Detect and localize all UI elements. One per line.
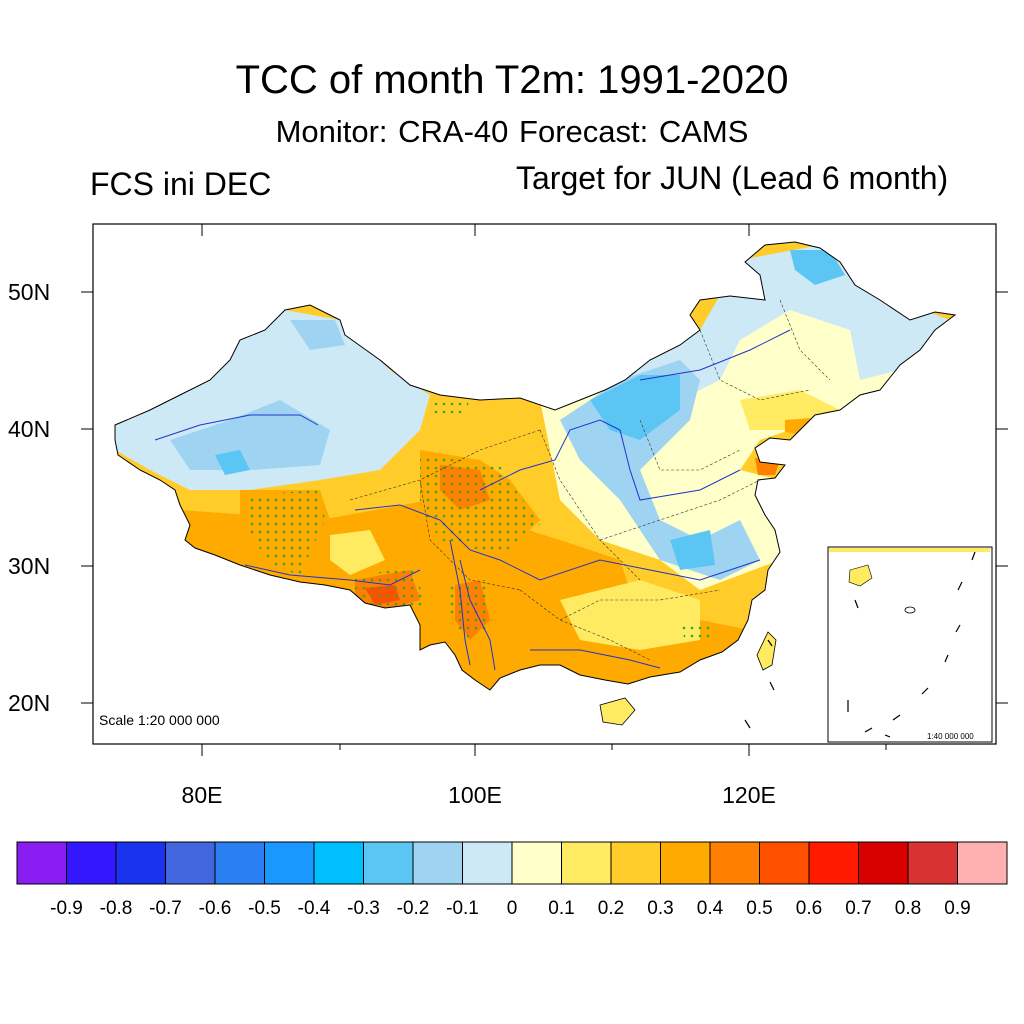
colorbar-swatch xyxy=(511,841,562,885)
lon-label-100e: 100E xyxy=(448,782,502,808)
init-label: FCS ini DEC xyxy=(90,166,272,202)
main-map-dash-marks xyxy=(744,639,775,729)
colorbar-label: -0.5 xyxy=(248,898,281,919)
target-label: Target for JUN (Lead 6 month) xyxy=(516,160,949,196)
rivers xyxy=(154,329,791,671)
map-ticks xyxy=(81,224,1008,756)
lat-label-50n: 50N xyxy=(8,279,50,305)
colorbar: -0.9 -0.8 -0.7 -0.6 -0.5 -0.4 -0.3 -0.2 -0.1 0 0.1… xyxy=(16,841,1008,919)
colorbar-label: -0.8 xyxy=(100,898,133,919)
colorbar-swatch xyxy=(759,841,810,885)
colorbar-swatch xyxy=(412,841,463,885)
colorbar-label: 0.3 xyxy=(647,898,673,919)
stipple-tibet-west xyxy=(245,490,325,575)
inset-island xyxy=(904,606,916,614)
colorbar-label: 0.2 xyxy=(598,898,624,919)
colorbar-label: -0.4 xyxy=(298,898,331,919)
field-mid-blue-west xyxy=(170,400,330,470)
colorbar-label: -0.9 xyxy=(50,898,83,919)
colorbar-label: -0.2 xyxy=(397,898,430,919)
colorbar-label: 0.4 xyxy=(697,898,724,919)
colorbar-swatch xyxy=(16,841,67,885)
colorbar-swatch xyxy=(462,841,513,885)
colorbar-swatch xyxy=(115,841,166,885)
colorbar-swatch xyxy=(66,841,117,885)
hainan-island xyxy=(599,697,636,726)
field-yellow-south xyxy=(560,580,700,650)
colorbar-label: 0.9 xyxy=(944,898,970,919)
lon-label-120e: 120E xyxy=(722,782,776,808)
colorbar-label: -0.6 xyxy=(199,898,232,919)
lat-label-40n: 40N xyxy=(8,416,50,442)
inset-nine-dash-line xyxy=(847,551,976,738)
colorbar-swatch xyxy=(957,841,1008,885)
stipple-tibet-south xyxy=(355,568,425,612)
colorbar-swatch xyxy=(808,841,859,885)
colorbar-swatch xyxy=(165,841,216,885)
scale-label-main: Scale 1:20 000 000 xyxy=(99,712,220,728)
inset-hainan xyxy=(848,564,873,587)
field-blue-core-northeast xyxy=(790,250,845,285)
colorbar-label: 0.5 xyxy=(746,898,772,919)
colorbar-label: -0.3 xyxy=(347,898,380,919)
field-yellow-tibet xyxy=(330,530,385,575)
taiwan-island xyxy=(756,631,777,671)
colorbar-swatch xyxy=(610,841,661,885)
colorbar-swatch xyxy=(858,841,909,885)
stipple-south-china xyxy=(680,620,715,640)
chart-subtitle: Monitor: CRA-40 Forecast: CAMS xyxy=(275,114,749,149)
province-boundaries xyxy=(349,299,831,661)
lon-label-80e: 80E xyxy=(182,782,223,808)
colorbar-swatch xyxy=(660,841,711,885)
field-blue-core-north xyxy=(590,375,680,440)
colorbar-label: -0.1 xyxy=(446,898,479,919)
colorbar-swatch xyxy=(907,841,958,885)
lat-label-20n: 20N xyxy=(8,690,50,716)
field-mid-blue-altai xyxy=(290,320,345,350)
colorbar-swatch xyxy=(363,841,414,885)
colorbar-label: -0.7 xyxy=(149,898,182,919)
colorbar-swatch xyxy=(313,841,364,885)
colorbar-swatch xyxy=(709,841,760,885)
lat-label-30n: 30N xyxy=(8,553,50,579)
colorbar-swatch xyxy=(561,841,612,885)
colorbar-swatch xyxy=(264,841,315,885)
chart-title: TCC of month T2m: 1991-2020 xyxy=(235,58,789,102)
field-blue-core-east xyxy=(670,530,715,570)
colorbar-label: 0.8 xyxy=(895,898,921,919)
scale-label-inset: 1:40 000 000 xyxy=(927,732,974,741)
colorbar-label: 0.1 xyxy=(548,898,574,919)
colorbar-label: 0.6 xyxy=(796,898,822,919)
colorbar-swatch xyxy=(214,841,265,885)
inset-mainland-strip xyxy=(829,548,990,552)
colorbar-label: 0 xyxy=(507,898,518,919)
colorbar-label: 0.7 xyxy=(845,898,871,919)
field-blue-core-west xyxy=(215,450,250,475)
stipple-tianshan xyxy=(430,398,470,415)
